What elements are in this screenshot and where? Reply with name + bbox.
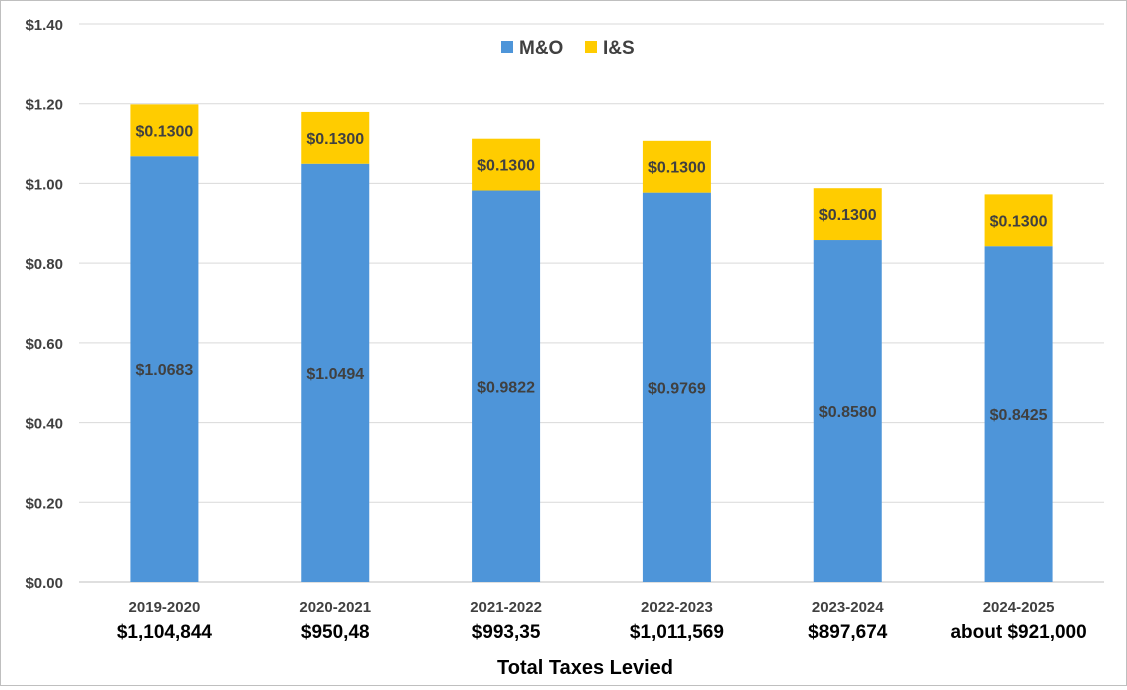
category-total-label: $1,104,844: [117, 622, 213, 643]
bar-mo: [301, 163, 370, 582]
x-tick-label: 2024-2025: [983, 599, 1055, 616]
bar-is: [813, 188, 882, 241]
data-label: $0.1300: [477, 158, 535, 175]
category-total-label: $950,48: [301, 622, 370, 643]
data-label: $0.1300: [306, 131, 364, 148]
x-tick-label: 2020-2021: [299, 599, 371, 616]
data-label: $1.0683: [135, 362, 193, 379]
x-tick-label: 2021-2022: [470, 599, 542, 616]
bar-mo: [642, 192, 711, 583]
x-tick-label: 2019-2020: [129, 599, 201, 616]
bar-is: [984, 194, 1053, 247]
y-axis-tick-labels: $0.00 $0.20 $0.40 $0.60 $0.80 $1.00 $1.20 $1.40: [25, 17, 63, 592]
data-label: $0.1300: [819, 207, 877, 224]
x-tick-label: 2023-2024: [812, 599, 884, 616]
bar-is: [130, 104, 199, 157]
bar-is: [642, 140, 711, 193]
bar-is: [472, 138, 541, 191]
y-tick-label: $0.80: [25, 256, 63, 273]
y-tick-label: $1.40: [25, 17, 63, 34]
y-tick-label: $0.40: [25, 416, 63, 433]
bar-mo: [472, 190, 541, 583]
legend-swatch-is: [585, 41, 597, 53]
legend-label: I&S: [603, 38, 635, 59]
legend: M&O I&S: [501, 38, 635, 59]
bars: [130, 104, 1053, 583]
y-tick-label: $0.20: [25, 495, 63, 512]
data-label: $0.8580: [819, 404, 877, 421]
bar-mo: [984, 246, 1053, 583]
bar-mo: [813, 240, 882, 583]
data-label: $1.0494: [306, 366, 364, 383]
category-total-label: $1,011,569: [630, 622, 724, 643]
data-label: $0.9769: [648, 380, 706, 397]
category-total-label: about $921,000: [950, 622, 1086, 643]
data-label: $0.8425: [990, 407, 1048, 424]
data-label: $0.9822: [477, 379, 535, 396]
x-axis-title: Total Taxes Levied: [497, 657, 673, 679]
data-labels: $1.0683 $0.1300 $1.0494 $0.1300 $0.9822 $0.13…: [135, 123, 1047, 424]
category-total-label: $993,35: [472, 622, 541, 643]
data-label: $0.1300: [135, 123, 193, 140]
data-label: $0.1300: [648, 160, 706, 177]
y-tick-label: $0.60: [25, 336, 63, 353]
y-tick-label: $1.00: [25, 176, 63, 193]
legend-label: M&O: [519, 38, 563, 59]
bar-mo: [130, 156, 199, 582]
y-tick-label: $0.00: [25, 575, 63, 592]
x-tick-label: 2022-2023: [641, 599, 713, 616]
bar-is: [301, 111, 370, 164]
gridlines: [79, 23, 1104, 583]
y-tick-label: $1.20: [25, 97, 63, 114]
category-total-label: $897,674: [808, 622, 888, 643]
data-label: $0.1300: [990, 213, 1048, 230]
legend-swatch-mo: [501, 41, 513, 53]
x-axis-labels: 2019-2020 $1,104,844 2020-2021 $950,48 2021-…: [117, 599, 1087, 643]
